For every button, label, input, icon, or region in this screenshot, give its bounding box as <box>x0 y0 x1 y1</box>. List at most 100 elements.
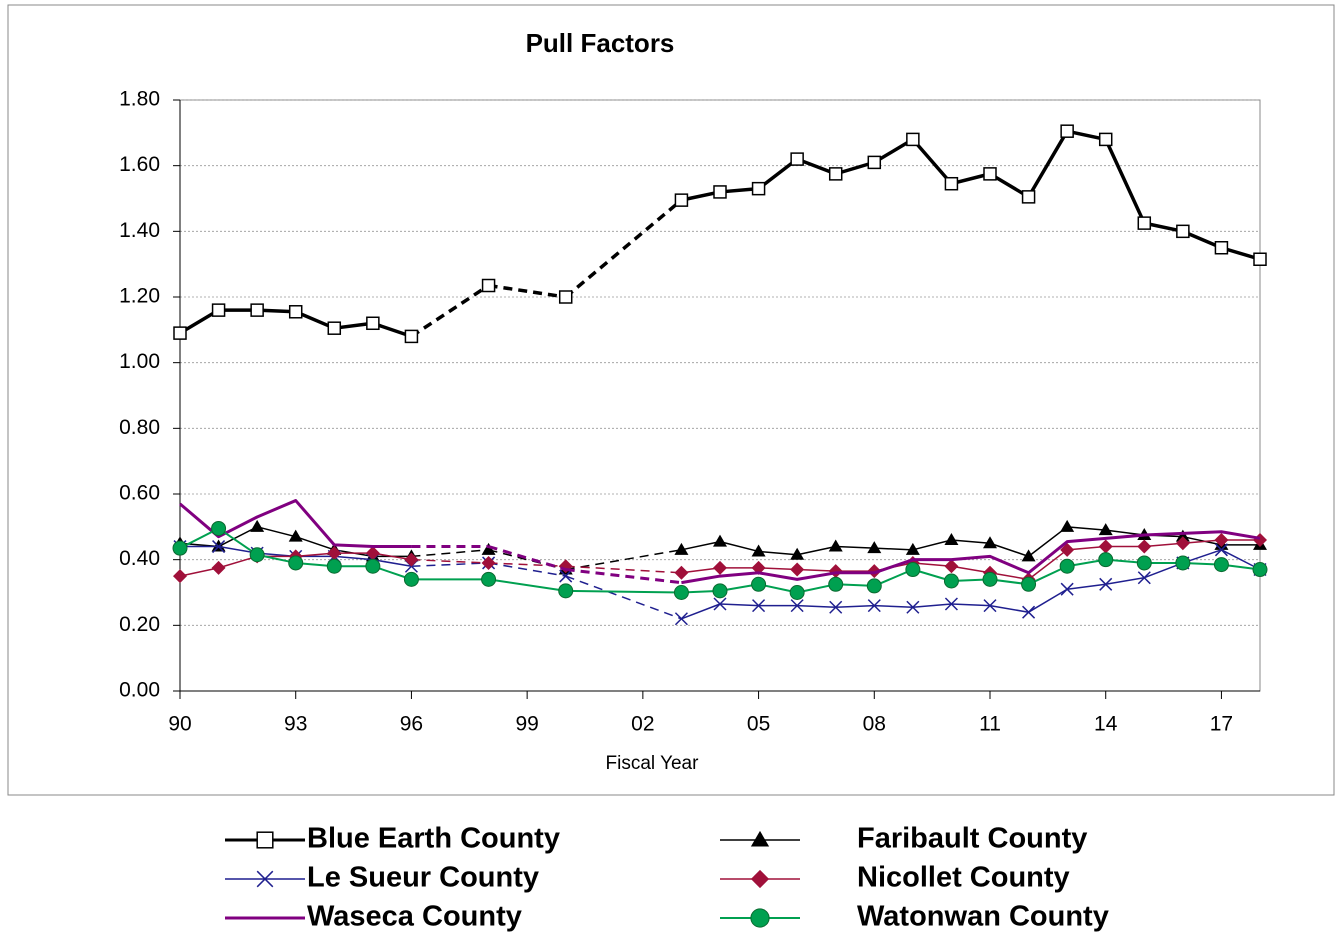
marker <box>983 167 997 181</box>
legend-label: Waseca County <box>307 901 522 933</box>
marker <box>1214 532 1229 547</box>
marker <box>867 564 882 579</box>
marker <box>750 869 770 889</box>
marker <box>256 831 274 849</box>
marker <box>713 597 727 611</box>
marker <box>481 542 496 555</box>
marker <box>790 547 805 560</box>
marker <box>944 176 959 191</box>
marker <box>1137 539 1152 554</box>
marker <box>211 303 226 317</box>
legend-label: Faribault County <box>857 823 1087 855</box>
marker <box>366 316 380 331</box>
y-tick-label: 1.80 <box>119 88 160 111</box>
marker <box>944 597 958 611</box>
legend-label: Nicollet County <box>857 862 1070 894</box>
gap-connector <box>488 545 567 571</box>
gap-connector <box>564 198 683 299</box>
marker <box>211 520 227 536</box>
y-tick-label: 0.80 <box>119 416 160 439</box>
marker <box>256 870 274 888</box>
marker <box>288 529 303 542</box>
marker <box>558 583 574 599</box>
marker <box>365 558 381 574</box>
marker <box>250 519 265 532</box>
marker <box>173 569 187 584</box>
marker <box>713 560 727 575</box>
x-tick-label: 08 <box>863 713 886 736</box>
marker <box>1098 523 1113 536</box>
marker <box>983 599 997 613</box>
marker <box>1175 536 1190 551</box>
marker <box>1213 557 1229 573</box>
marker <box>365 546 380 561</box>
y-tick-label: 0.60 <box>119 482 160 505</box>
marker <box>751 544 766 557</box>
marker <box>751 560 766 575</box>
marker <box>481 571 497 587</box>
marker <box>173 326 187 340</box>
marker <box>789 585 805 600</box>
y-tick-label: 0.20 <box>119 613 160 636</box>
marker <box>404 552 419 567</box>
marker <box>750 830 770 847</box>
x-axis-label: Fiscal Year <box>606 753 700 774</box>
marker <box>1021 576 1037 592</box>
marker <box>867 155 882 170</box>
marker <box>326 558 342 574</box>
marker <box>559 569 573 583</box>
y-tick-label: 1.00 <box>119 350 160 373</box>
legend-label: Le Sueur County <box>307 862 539 894</box>
marker <box>905 542 920 555</box>
marker <box>713 534 727 547</box>
marker <box>1176 224 1190 239</box>
chart-border <box>7 4 1335 796</box>
gap-connector <box>411 558 489 564</box>
marker <box>1098 132 1113 147</box>
marker <box>1059 558 1075 574</box>
marker <box>983 536 997 549</box>
gap-connector <box>565 568 682 585</box>
y-tick-label: 0.40 <box>119 547 160 570</box>
marker <box>790 152 804 166</box>
marker <box>1060 124 1074 138</box>
y-tick-label: 1.60 <box>119 153 160 176</box>
marker <box>674 193 689 207</box>
x-tick-label: 90 <box>168 713 191 736</box>
marker <box>866 578 882 594</box>
x-tick-label: 99 <box>515 713 538 736</box>
marker <box>1214 241 1229 255</box>
marker <box>867 541 882 554</box>
marker <box>1021 549 1036 562</box>
marker <box>327 321 342 335</box>
marker <box>1099 577 1113 591</box>
y-tick-label: 0.00 <box>119 679 160 702</box>
marker <box>1098 552 1114 568</box>
marker <box>1214 543 1228 557</box>
marker <box>1252 562 1268 578</box>
marker <box>828 167 843 181</box>
marker <box>288 305 303 319</box>
marker <box>674 612 688 626</box>
marker <box>172 540 188 556</box>
legend-item: Faribault County <box>720 823 1087 855</box>
marker <box>1137 216 1152 230</box>
x-tick-label: 14 <box>1094 713 1118 736</box>
marker <box>712 583 728 599</box>
marker <box>481 278 496 293</box>
chart-title: Pull Factors <box>526 28 675 58</box>
marker <box>674 542 689 555</box>
legend-item: Watonwan County <box>720 901 1109 933</box>
legend-item: Nicollet County <box>720 862 1070 894</box>
marker <box>944 559 959 574</box>
x-tick-label: 96 <box>400 713 423 736</box>
marker <box>1136 555 1152 571</box>
marker <box>249 547 265 563</box>
marker <box>212 540 226 554</box>
x-tick-label: 93 <box>284 713 307 736</box>
legend-item: Le Sueur County <box>225 862 539 894</box>
marker <box>404 329 419 344</box>
marker <box>1098 539 1113 554</box>
gap-connector <box>565 549 682 571</box>
